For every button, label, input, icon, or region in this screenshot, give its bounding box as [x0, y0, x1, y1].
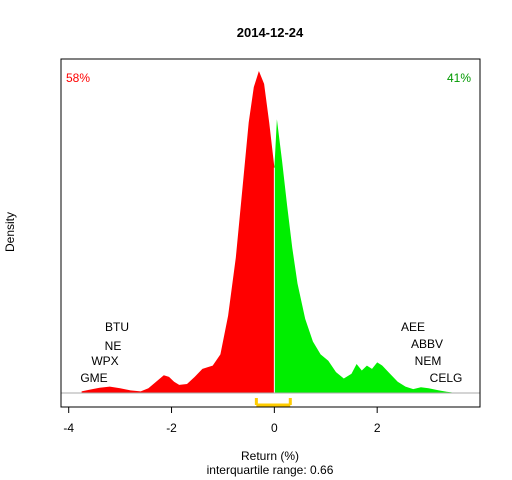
negative-ticker-label: WPX	[91, 354, 118, 368]
negative-ticker-label: NE	[105, 339, 122, 353]
x-tick-label: 2	[374, 421, 381, 435]
iqr-subtitle: interquartile range: 0.66	[207, 463, 334, 477]
negative-ticker-label: GME	[80, 371, 107, 385]
positive-density-area	[274, 119, 452, 394]
y-axis-label: Density	[3, 212, 17, 252]
positive-ticker-label: NEM	[415, 354, 442, 368]
density-areas	[61, 71, 480, 394]
positive-ticker-label: AEE	[401, 320, 425, 334]
positive-share-label: 41%	[447, 71, 471, 85]
negative-share-label: 58%	[66, 71, 90, 85]
x-tick-label: -2	[166, 421, 177, 435]
positive-ticker-label: ABBV	[411, 337, 443, 351]
negative-ticker-label: BTU	[105, 320, 129, 334]
positive-ticker-label: CELG	[430, 371, 463, 385]
chart-title: 2014-12-24	[237, 25, 304, 40]
x-tick-label: -4	[63, 421, 74, 435]
iqr-marker	[254, 398, 292, 407]
negative-density-area	[81, 71, 275, 393]
plot-frame	[60, 58, 481, 408]
x-tick-label: 0	[271, 421, 278, 435]
x-axis-label: Return (%)	[241, 449, 299, 463]
x-axis: -4 -2 0 2	[63, 406, 381, 435]
